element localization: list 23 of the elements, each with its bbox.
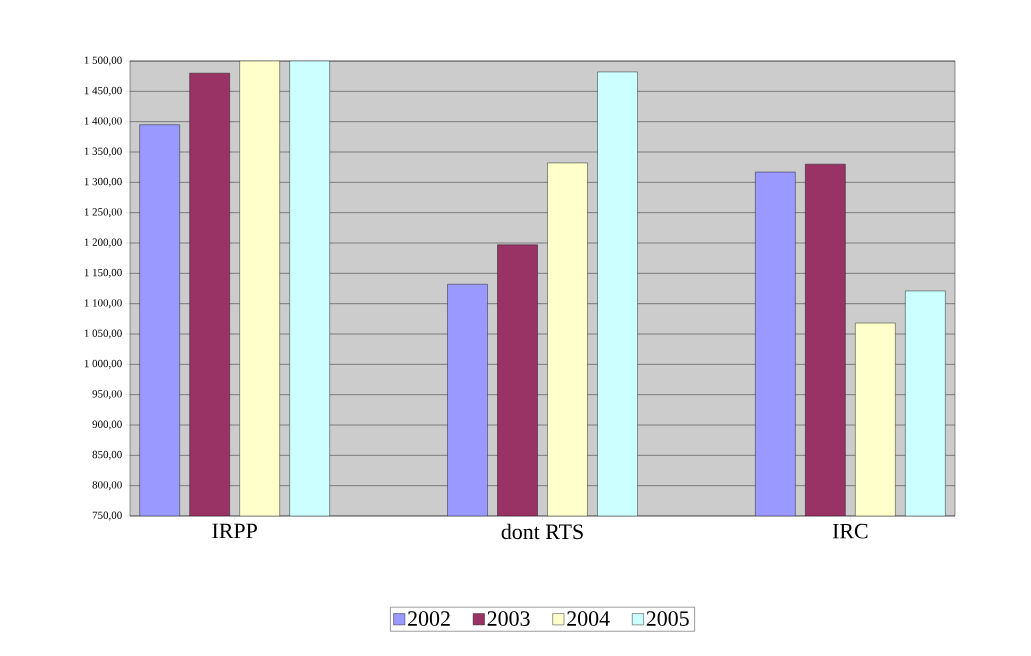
y-tick-label: 900,00 bbox=[92, 420, 122, 430]
y-tick-label: 1 050,00 bbox=[84, 329, 122, 339]
x-tick-label: IRC bbox=[832, 523, 868, 539]
y-tick-label: 1 150,00 bbox=[84, 268, 122, 278]
y-tick-label: 1 350,00 bbox=[84, 147, 122, 157]
y-tick-label: 1 300,00 bbox=[84, 177, 122, 187]
y-tick-label: 950,00 bbox=[92, 390, 122, 400]
x-tick-label: dont RTS bbox=[501, 523, 583, 540]
y-tick-label: 850,00 bbox=[92, 450, 122, 460]
y-tick-label: 1 250,00 bbox=[84, 208, 122, 218]
y-tick-label: 1 000,00 bbox=[84, 359, 122, 369]
y-tick-label: 800,00 bbox=[92, 481, 122, 491]
y-tick-label: 1 100,00 bbox=[84, 299, 122, 309]
x-tick-label: IRPP bbox=[212, 523, 257, 539]
y-tick-label: 1 500,00 bbox=[84, 56, 122, 66]
y-tick-label: 1 450,00 bbox=[84, 86, 122, 96]
legend-label: 2003 bbox=[487, 611, 530, 626]
y-tick-label: 1 400,00 bbox=[84, 117, 122, 127]
legend-label: 2004 bbox=[567, 611, 610, 626]
legend-label: 2005 bbox=[646, 611, 689, 626]
y-tick-label: 1 200,00 bbox=[84, 238, 122, 248]
legend-label: 2002 bbox=[408, 611, 450, 626]
y-tick-label: 750,00 bbox=[92, 511, 122, 521]
